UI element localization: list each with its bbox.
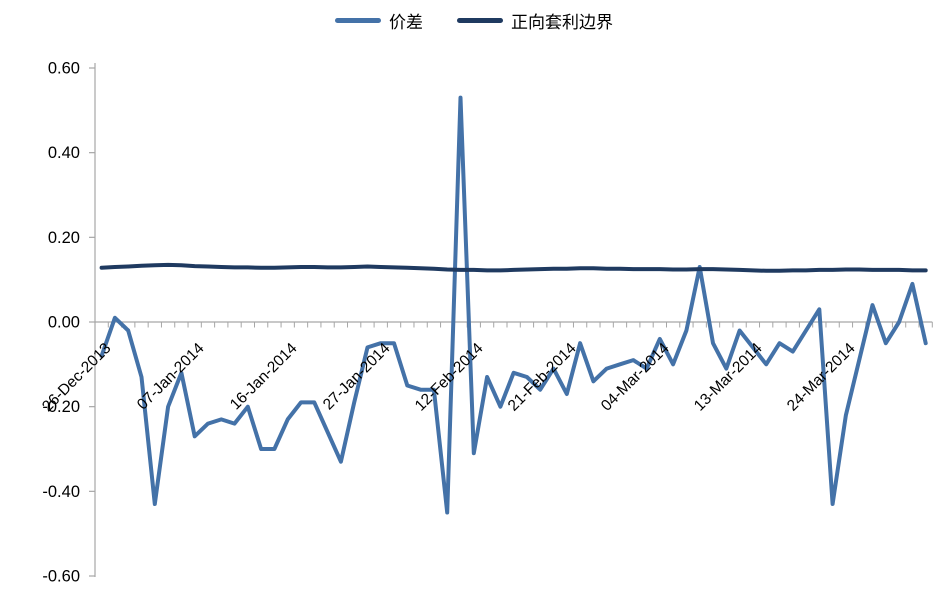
boundary-line-icon — [457, 18, 503, 23]
x-axis-date-label: 04-Mar-2014 — [598, 340, 673, 415]
legend-item-spread: 价差 — [335, 8, 423, 33]
x-axis-date-label: 16-Jan-2014 — [227, 340, 301, 414]
chart-legend: 价差 正向套利边界 — [335, 8, 613, 33]
y-axis-tick-label: 0.40 — [48, 144, 80, 162]
y-axis-tick-label: -0.60 — [42, 568, 80, 586]
legend-label-boundary: 正向套利边界 — [511, 13, 613, 32]
x-axis-date-label: 21-Feb-2014 — [505, 340, 580, 415]
legend-item-boundary: 正向套利边界 — [457, 8, 613, 33]
x-axis-date-label: 27-Jan-2014 — [320, 340, 394, 414]
x-axis-date-label: 13-Mar-2014 — [691, 340, 766, 415]
legend-label-spread: 价差 — [389, 13, 423, 32]
spread-line-icon — [335, 18, 381, 23]
y-axis-tick-label: 0.00 — [48, 314, 80, 332]
y-axis-tick-label: 0.20 — [48, 229, 80, 247]
y-axis-tick-label: -0.20 — [42, 398, 80, 416]
boundary-series-line — [99, 262, 928, 273]
spread-series-line — [99, 95, 928, 515]
y-axis-tick-label: -0.40 — [42, 483, 80, 501]
y-axis-tick-label: 0.60 — [48, 60, 80, 78]
